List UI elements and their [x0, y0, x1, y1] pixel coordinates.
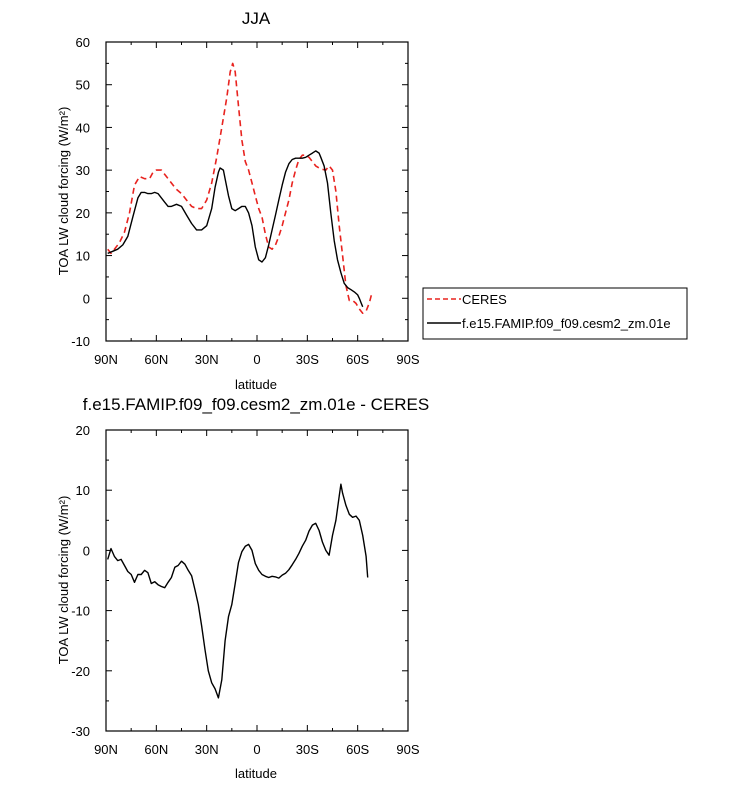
- x-tick-label: 90S: [396, 352, 419, 367]
- x-tick-label: 60N: [144, 742, 168, 757]
- chart-title: JJA: [242, 9, 271, 28]
- x-tick-label: 30S: [296, 352, 319, 367]
- y-tick-label: -10: [71, 604, 90, 619]
- x-tick-label: 0: [253, 742, 260, 757]
- y-tick-label: -20: [71, 664, 90, 679]
- y-axis-label: TOA LW cloud forcing (W/m²): [56, 496, 71, 665]
- y-axis-title: TOA LW cloud forcing (W/m²): [56, 107, 71, 276]
- y-tick-label: 0: [83, 291, 90, 306]
- x-tick-label: 60S: [346, 352, 369, 367]
- y-tick-label: -30: [71, 724, 90, 739]
- y-tick-label: 10: [76, 483, 90, 498]
- legend-label-ceres: CERES: [462, 292, 507, 307]
- legend-label-model: f.e15.FAMIP.f09_f09.cesm2_zm.01e: [462, 316, 671, 331]
- y-tick-label: 60: [76, 35, 90, 50]
- series-line-model: [107, 483, 369, 699]
- y-tick-label: 20: [76, 206, 90, 221]
- y-tick-label: 0: [83, 543, 90, 558]
- y-axis-label: TOA LW cloud forcing (W/m²): [56, 107, 71, 276]
- chart-jja: JJA TOA LW cloud forcing (W/m²) latitude…: [56, 9, 688, 392]
- y-tick-label: 10: [76, 249, 90, 264]
- series-group: [107, 483, 369, 699]
- x-tick-label: 60N: [144, 352, 168, 367]
- y-tick-label: 40: [76, 120, 90, 135]
- x-tick-label: 90N: [94, 742, 118, 757]
- x-axis-label: latitude: [235, 377, 277, 392]
- y-tick-label: -10: [71, 334, 90, 349]
- x-tick-label: 30N: [195, 742, 219, 757]
- chart-title: f.e15.FAMIP.f09_f09.cesm2_zm.01e - CERES: [83, 395, 429, 414]
- x-axis-label: latitude: [235, 766, 277, 781]
- x-tick-label: 90S: [396, 742, 419, 757]
- legend-box: [422, 287, 688, 340]
- plot-frame: [105, 41, 409, 342]
- x-tick-label: 30N: [195, 352, 219, 367]
- x-tick-label: 30S: [296, 742, 319, 757]
- x-tick-label: 90N: [94, 352, 118, 367]
- x-tick-label: 0: [253, 352, 260, 367]
- chart-difference: f.e15.FAMIP.f09_f09.cesm2_zm.01e - CERES…: [56, 395, 429, 781]
- series-line-model: [107, 150, 364, 308]
- tick-label-group: 60 50 40 30 20 10 0 -10 90N 60N 30N 0 30S 60S 90S: [71, 35, 420, 367]
- legend: CERES f.e15.FAMIP.f09_f09.cesm2_zm.01e: [422, 287, 688, 340]
- plot-frame: [105, 429, 409, 732]
- series-group: [107, 62, 374, 314]
- series-line-ceres: [107, 62, 374, 314]
- y-axis-title: TOA LW cloud forcing (W/m²): [56, 496, 71, 665]
- tick-label-group: 20 10 0 -10 -20 -30 90N 60N 30N 0 30S 60S 90S: [71, 423, 420, 757]
- y-tick-label: 50: [76, 78, 90, 93]
- y-tick-label: 20: [76, 423, 90, 438]
- x-tick-label: 60S: [346, 742, 369, 757]
- y-tick-label: 30: [76, 163, 90, 178]
